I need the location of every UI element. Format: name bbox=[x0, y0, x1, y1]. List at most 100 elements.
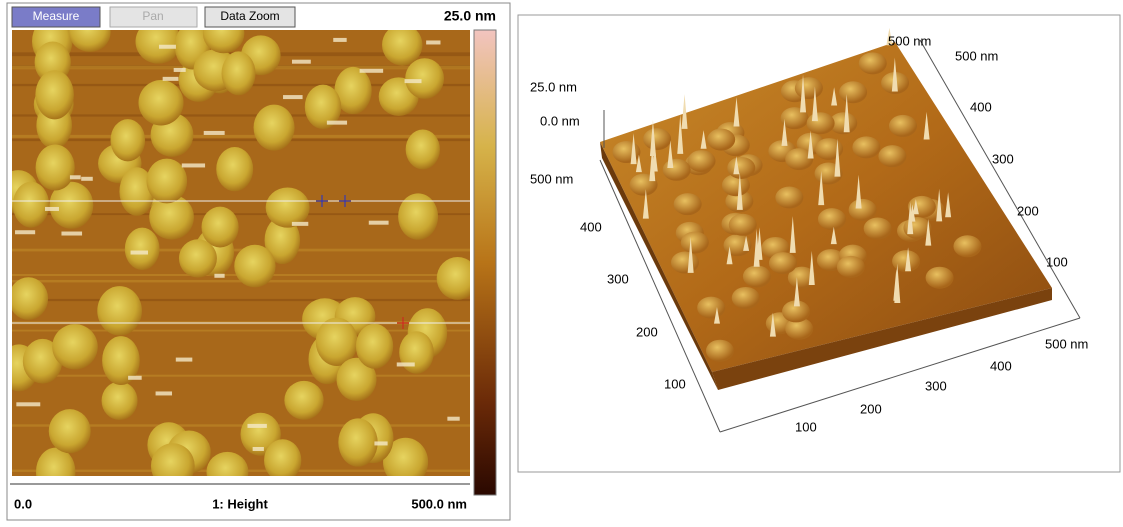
button-label[interactable]: Measure bbox=[33, 9, 80, 23]
dome bbox=[687, 150, 716, 173]
spike bbox=[789, 216, 796, 253]
particle bbox=[405, 129, 440, 170]
dome bbox=[794, 77, 823, 100]
debris bbox=[69, 175, 81, 180]
spike bbox=[700, 130, 707, 149]
axis-label: 200 bbox=[1017, 203, 1039, 218]
spike bbox=[681, 94, 688, 129]
dome bbox=[863, 217, 892, 240]
dome bbox=[817, 208, 846, 231]
dome bbox=[858, 52, 887, 75]
debris bbox=[333, 37, 347, 42]
spike bbox=[642, 189, 649, 219]
particle bbox=[49, 181, 94, 229]
dome bbox=[728, 213, 757, 236]
spike bbox=[830, 226, 837, 245]
particle bbox=[405, 58, 445, 99]
particle bbox=[221, 51, 256, 96]
debris bbox=[15, 230, 36, 235]
particle bbox=[264, 216, 301, 265]
dome bbox=[780, 107, 809, 130]
dome bbox=[721, 174, 750, 197]
spike bbox=[630, 133, 637, 165]
spike bbox=[905, 247, 912, 272]
debris bbox=[291, 59, 311, 64]
particle bbox=[383, 437, 429, 476]
dome bbox=[815, 138, 844, 161]
axis-label: 0.0 nm bbox=[540, 113, 580, 128]
axis-label: 25.0 nm bbox=[530, 79, 577, 94]
axis-label: 200 bbox=[860, 401, 882, 416]
axis-label: 400 bbox=[970, 99, 992, 114]
particle bbox=[253, 104, 295, 151]
dome bbox=[848, 198, 877, 221]
debris bbox=[374, 441, 388, 446]
scan-streak bbox=[12, 134, 470, 138]
particle bbox=[304, 84, 342, 130]
button-label[interactable]: Pan bbox=[142, 9, 163, 23]
particle bbox=[382, 30, 423, 66]
debris bbox=[155, 391, 173, 396]
spike bbox=[834, 138, 841, 177]
particle bbox=[315, 317, 358, 367]
debris bbox=[203, 130, 225, 135]
debris bbox=[130, 250, 149, 255]
spike bbox=[793, 277, 800, 307]
spike bbox=[855, 174, 862, 209]
dome bbox=[892, 250, 921, 273]
spike bbox=[925, 218, 932, 246]
dome bbox=[852, 136, 881, 159]
surface-3d bbox=[600, 27, 1052, 390]
particle bbox=[138, 80, 184, 126]
dome bbox=[705, 339, 734, 362]
footer-right: 500.0 nm bbox=[411, 496, 467, 511]
spike bbox=[687, 236, 694, 273]
particle bbox=[102, 336, 140, 385]
debris bbox=[447, 416, 460, 421]
spike bbox=[886, 27, 893, 46]
height-image bbox=[12, 30, 470, 476]
spike bbox=[907, 201, 914, 235]
debris bbox=[326, 120, 348, 125]
axis-label: 100 bbox=[795, 419, 817, 434]
spike bbox=[923, 111, 930, 140]
scan-streak bbox=[12, 323, 470, 325]
button-label[interactable]: Data Zoom bbox=[220, 9, 279, 23]
dome bbox=[836, 255, 865, 278]
axis-label: 400 bbox=[990, 358, 1012, 373]
spike bbox=[736, 172, 743, 210]
spike bbox=[800, 74, 807, 113]
debris bbox=[128, 375, 142, 380]
spike bbox=[649, 119, 656, 157]
spike bbox=[893, 268, 900, 301]
particle bbox=[101, 381, 138, 420]
footer-center: 1: Height bbox=[212, 496, 268, 511]
spike bbox=[945, 192, 952, 218]
scan-streak bbox=[12, 114, 470, 117]
spike bbox=[831, 87, 838, 106]
measure-button[interactable] bbox=[11, 6, 101, 28]
debris bbox=[61, 231, 83, 236]
particle bbox=[35, 70, 74, 120]
spike bbox=[808, 250, 815, 286]
debris bbox=[158, 44, 176, 49]
debris bbox=[404, 79, 422, 84]
axis-label: 300 bbox=[925, 378, 947, 393]
particle bbox=[149, 194, 194, 240]
debris bbox=[16, 402, 41, 407]
data-zoom-button[interactable] bbox=[204, 6, 296, 28]
dome bbox=[768, 252, 797, 275]
axis-label: 500 nm bbox=[888, 33, 931, 48]
debris bbox=[162, 76, 179, 81]
pan-button[interactable] bbox=[109, 6, 198, 28]
debris bbox=[359, 68, 384, 73]
particle bbox=[97, 286, 142, 336]
particle bbox=[135, 30, 182, 64]
debris bbox=[214, 273, 225, 278]
debris bbox=[283, 95, 303, 100]
axes-3d bbox=[599, 39, 1081, 433]
particle bbox=[22, 338, 63, 384]
spike bbox=[936, 188, 943, 222]
dome bbox=[673, 193, 702, 216]
